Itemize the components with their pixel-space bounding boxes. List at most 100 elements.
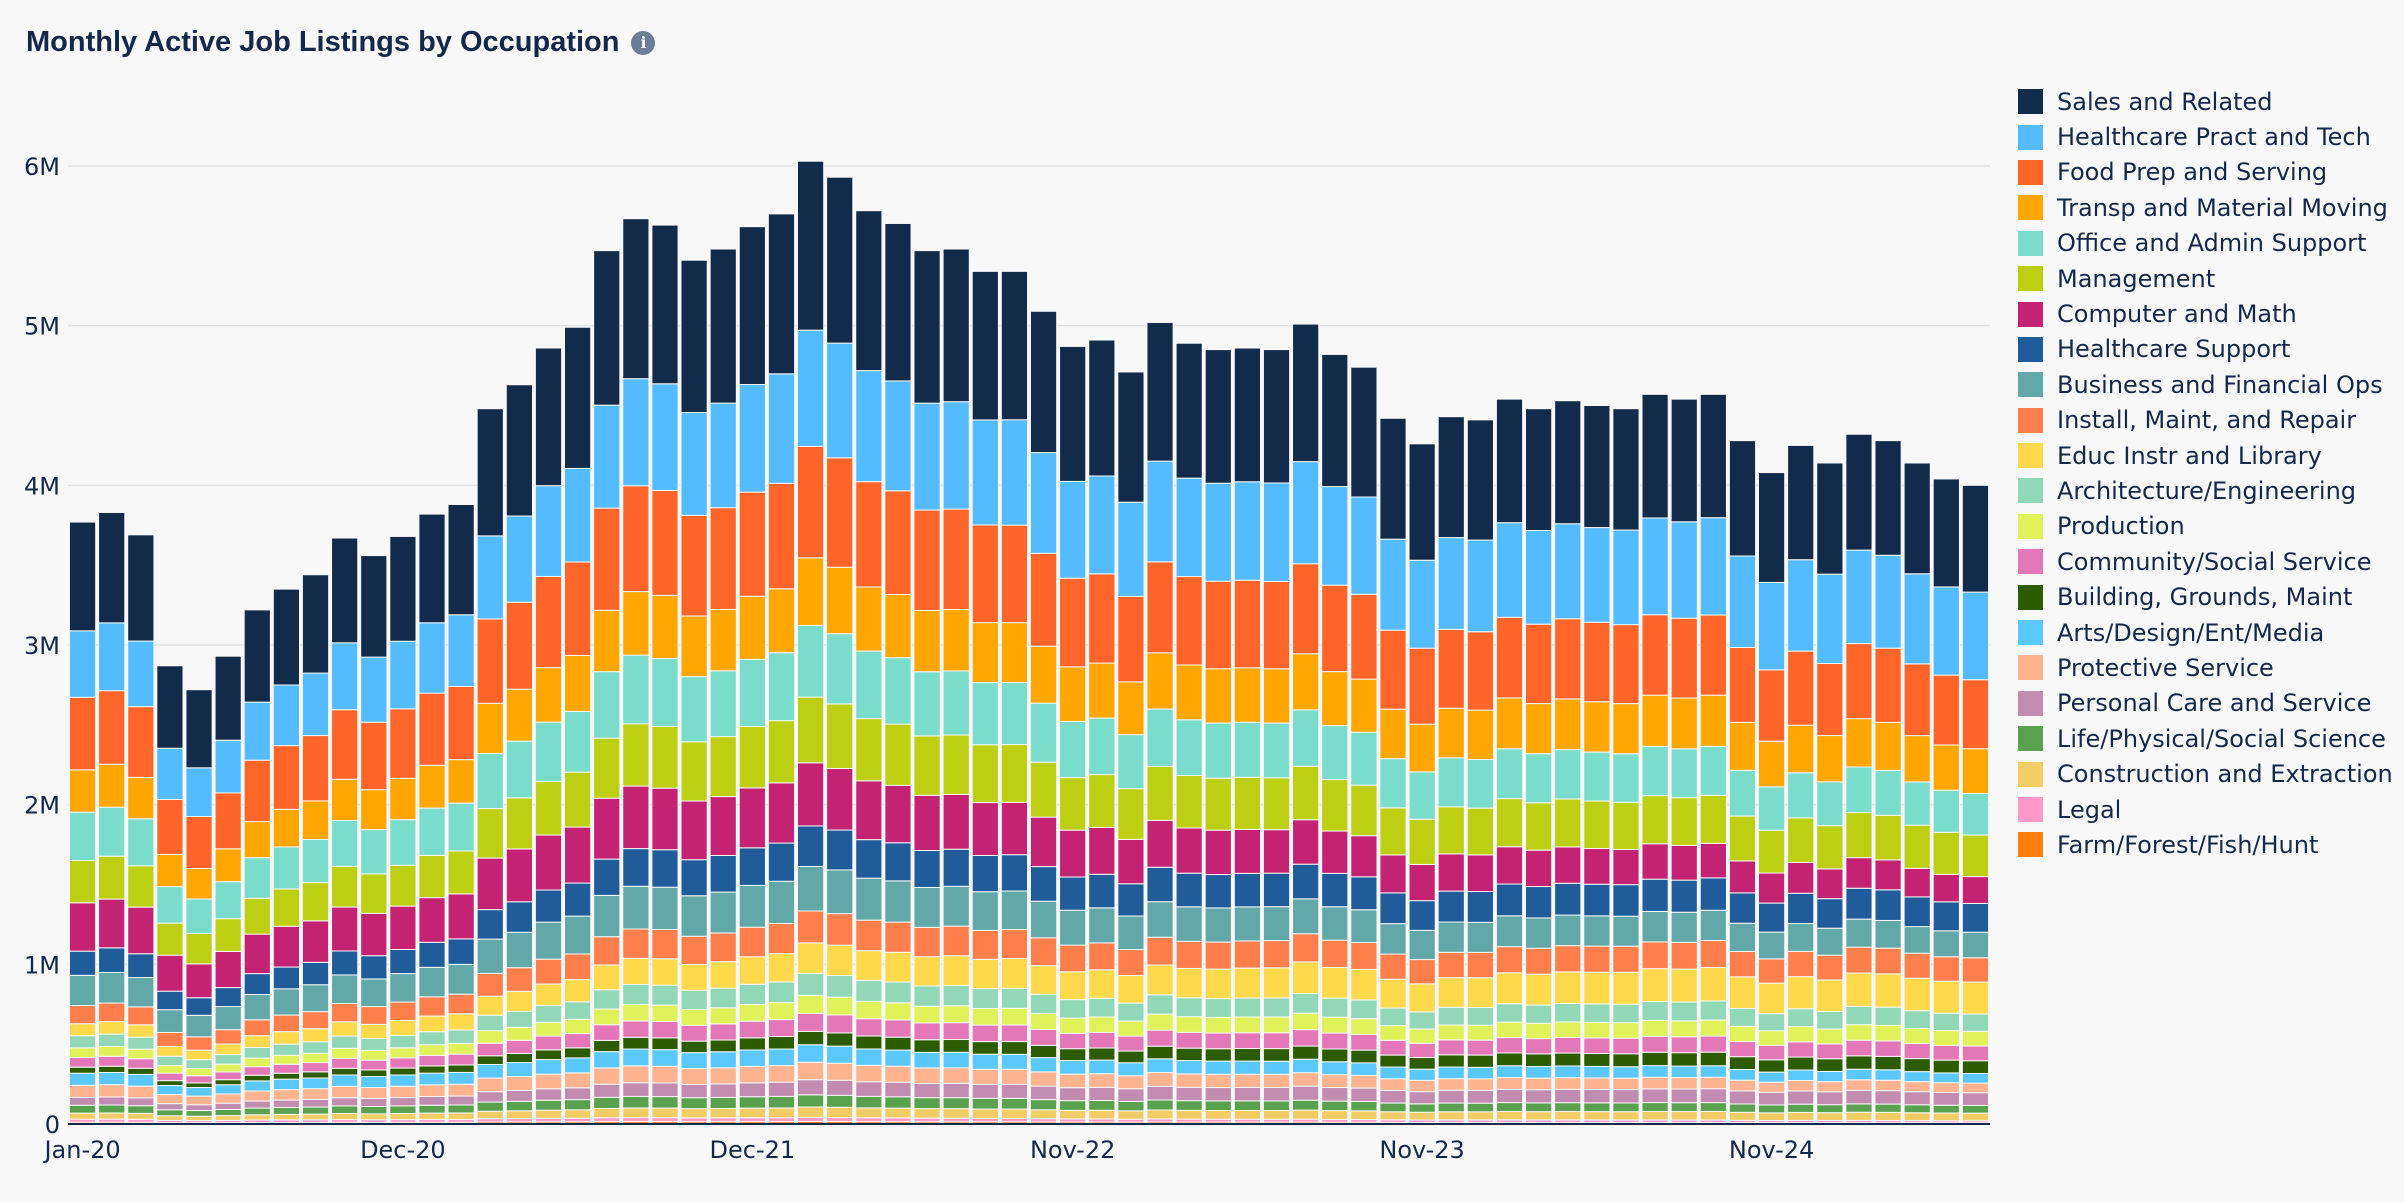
bar-segment[interactable]: [826, 869, 854, 915]
bar-segment[interactable]: [331, 1112, 359, 1121]
bar-segment[interactable]: [884, 1107, 912, 1119]
bar-segment[interactable]: [971, 744, 999, 804]
bar-segment[interactable]: [1757, 958, 1786, 984]
bar-segment[interactable]: [389, 777, 417, 821]
bar-segment[interactable]: [1757, 1059, 1786, 1073]
bar-segment[interactable]: [1175, 342, 1203, 479]
bar-segment[interactable]: [651, 929, 679, 960]
bar-segment[interactable]: [1495, 616, 1524, 699]
legend-item[interactable]: Sales and Related: [2018, 84, 2393, 119]
bar-segment[interactable]: [1117, 1002, 1145, 1022]
bar-segment[interactable]: [1670, 1052, 1698, 1067]
bar-segment[interactable]: [214, 848, 242, 883]
bar-segment[interactable]: [98, 1055, 126, 1067]
bar-segment[interactable]: [1932, 674, 1960, 746]
bar-segment[interactable]: [1583, 800, 1611, 850]
bar-segment[interactable]: [1670, 748, 1698, 799]
bar-segment[interactable]: [971, 1024, 999, 1043]
bar-segment[interactable]: [1175, 906, 1203, 942]
bar-segment[interactable]: [1292, 1109, 1320, 1120]
bar-segment[interactable]: [796, 696, 825, 764]
bar-segment[interactable]: [1583, 701, 1611, 753]
bar-segment[interactable]: [1146, 866, 1174, 903]
bar-segment[interactable]: [1466, 951, 1494, 979]
bar-segment[interactable]: [884, 880, 912, 923]
bar-segment[interactable]: [1117, 1100, 1145, 1112]
bar-segment[interactable]: [1554, 749, 1582, 800]
bar-segment[interactable]: [301, 800, 330, 840]
bar-segment[interactable]: [1699, 614, 1727, 696]
bar-segment[interactable]: [1932, 1112, 1960, 1122]
bar-segment[interactable]: [505, 601, 533, 690]
bar-segment[interactable]: [447, 938, 475, 965]
bar-segment[interactable]: [185, 816, 213, 870]
bar-segment[interactable]: [98, 1065, 126, 1073]
bar-segment[interactable]: [1262, 1086, 1291, 1102]
bar-segment[interactable]: [360, 1113, 388, 1121]
bar-segment[interactable]: [1088, 826, 1116, 875]
bar-segment[interactable]: [826, 1079, 854, 1096]
bar-segment[interactable]: [709, 796, 737, 856]
bar-segment[interactable]: [1583, 945, 1611, 973]
bar-segment[interactable]: [1583, 621, 1611, 703]
bar-segment[interactable]: [1641, 941, 1669, 970]
bar-segment[interactable]: [738, 926, 766, 958]
bar-segment[interactable]: [738, 1020, 766, 1039]
bar-segment[interactable]: [1554, 1002, 1582, 1023]
bar-segment[interactable]: [1233, 667, 1262, 723]
bar-segment[interactable]: [1932, 1104, 1960, 1114]
bar-segment[interactable]: [1845, 887, 1873, 920]
bar-segment[interactable]: [826, 633, 854, 705]
bar-segment[interactable]: [738, 983, 766, 1006]
bar-segment[interactable]: [1932, 789, 1960, 833]
bar-segment[interactable]: [1000, 1068, 1029, 1085]
bar-segment[interactable]: [1757, 1044, 1786, 1061]
bar-segment[interactable]: [534, 575, 563, 669]
bar-segment[interactable]: [301, 882, 330, 922]
bar-segment[interactable]: [1204, 1060, 1232, 1075]
bar-segment[interactable]: [1699, 393, 1727, 519]
bar-segment[interactable]: [651, 849, 679, 888]
bar-segment[interactable]: [1554, 1036, 1582, 1054]
bar-segment[interactable]: [1233, 997, 1262, 1018]
bar-segment[interactable]: [476, 753, 504, 810]
bar-segment[interactable]: [1204, 722, 1232, 779]
bar-segment[interactable]: [651, 1065, 679, 1084]
bar-segment[interactable]: [709, 608, 737, 672]
bar-segment[interactable]: [1204, 777, 1232, 831]
bar-segment[interactable]: [1728, 1111, 1757, 1121]
bar-segment[interactable]: [738, 491, 766, 597]
bar-segment[interactable]: [1000, 744, 1029, 803]
bar-segment[interactable]: [243, 933, 271, 975]
bar-segment[interactable]: [214, 1063, 242, 1073]
bar-segment[interactable]: [826, 1062, 854, 1081]
bar-segment[interactable]: [709, 1083, 737, 1098]
bar-segment[interactable]: [1728, 1090, 1757, 1105]
bar-segment[interactable]: [1379, 892, 1407, 925]
bar-segment[interactable]: [1059, 1073, 1087, 1089]
bar-segment[interactable]: [855, 586, 883, 652]
bar-segment[interactable]: [534, 347, 563, 487]
bar-segment[interactable]: [1175, 1016, 1203, 1033]
bar-segment[interactable]: [1321, 997, 1349, 1018]
bar-segment[interactable]: [127, 1048, 155, 1060]
bar-segment[interactable]: [1088, 774, 1116, 828]
bar-segment[interactable]: [301, 1062, 330, 1073]
bar-segment[interactable]: [1699, 1110, 1727, 1121]
bar-segment[interactable]: [622, 1095, 650, 1109]
bar-segment[interactable]: [505, 740, 533, 799]
bar-segment[interactable]: [1495, 1003, 1524, 1023]
bar-segment[interactable]: [1262, 482, 1291, 583]
bar-segment[interactable]: [156, 747, 184, 800]
bar-segment[interactable]: [1233, 721, 1262, 778]
bar-segment[interactable]: [1321, 1048, 1349, 1063]
bar-segment[interactable]: [1000, 958, 1029, 989]
bar-segment[interactable]: [971, 524, 999, 624]
bar-segment[interactable]: [243, 701, 271, 761]
bar-segment[interactable]: [855, 650, 883, 720]
bar-segment[interactable]: [1554, 618, 1582, 700]
bar-segment[interactable]: [1321, 725, 1349, 781]
bar-segment[interactable]: [1350, 1074, 1378, 1089]
bar-segment[interactable]: [738, 658, 766, 728]
bar-segment[interactable]: [1350, 1062, 1378, 1076]
